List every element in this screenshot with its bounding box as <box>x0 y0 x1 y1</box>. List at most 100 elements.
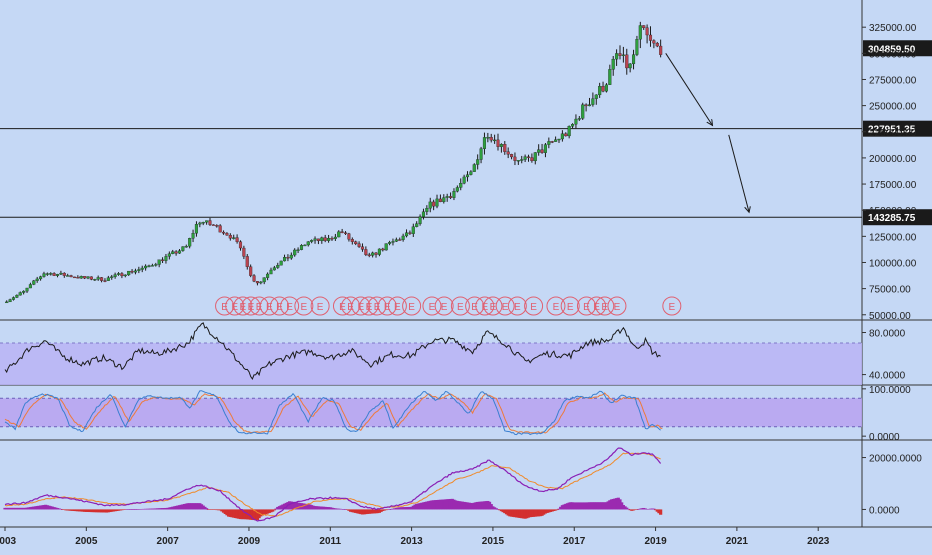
candle-body <box>86 276 90 279</box>
macd-histogram-bar <box>28 507 33 510</box>
macd-histogram-bar <box>547 509 551 513</box>
macd-histogram-bar <box>242 509 246 520</box>
macd-histogram-bar <box>169 507 173 510</box>
candle-body <box>28 284 32 289</box>
macd-histogram-bar <box>83 509 87 512</box>
macd-histogram-bar <box>504 509 509 515</box>
macd-histogram-bar <box>144 508 148 510</box>
horizontal-levels: 227951.35 143285.75 304859.50 <box>0 40 932 226</box>
macd-histogram-bar <box>55 508 60 510</box>
macd-histogram-bar <box>203 506 207 510</box>
candle-body <box>55 274 60 276</box>
macd-histogram-bar <box>298 502 302 510</box>
macd-histogram-bar <box>572 502 576 510</box>
macd-histogram-bar <box>354 509 358 513</box>
macd-histogram-bar <box>11 507 16 510</box>
candle-body <box>157 259 161 265</box>
candle-body <box>116 273 121 275</box>
macd-histogram-bar <box>172 506 177 510</box>
macd-histogram-bar <box>645 509 649 510</box>
candle-body <box>648 34 653 41</box>
price-tick-label: 300000.00 <box>869 49 917 60</box>
macd-histogram-bar <box>123 509 127 510</box>
candle-body <box>249 266 253 276</box>
macd-histogram-bar <box>464 502 468 510</box>
candle-body <box>398 239 402 241</box>
macd-histogram-bar <box>591 502 595 510</box>
macd-histogram-bar <box>606 501 610 510</box>
time-tick-label: 2003 <box>0 536 17 547</box>
macd-histogram-bar <box>345 509 349 510</box>
macd-histogram-bar <box>61 509 65 510</box>
macd-histogram-bar <box>313 506 317 510</box>
macd-histogram-bar <box>260 509 265 516</box>
macd-histogram-bar <box>259 509 263 517</box>
macd-histogram-bar <box>542 509 546 515</box>
candle-body <box>455 187 459 192</box>
macd-histogram-bar <box>255 509 260 520</box>
macd-histogram-bar <box>350 509 354 513</box>
earnings-label: E <box>429 302 436 313</box>
macd-histogram-bar <box>616 497 620 510</box>
candle-body <box>15 294 19 298</box>
macd-histogram-bar <box>118 509 122 511</box>
macd-histogram-bar <box>159 508 163 510</box>
macd-histogram-bar <box>137 509 141 510</box>
candle-body <box>49 273 53 275</box>
macd-histogram-bar <box>499 509 503 512</box>
candle-body <box>18 292 22 296</box>
candle-body <box>72 276 77 279</box>
candle-body <box>543 144 547 153</box>
macd-histogram-bar <box>379 509 383 512</box>
macd-histogram-bar <box>374 509 378 514</box>
macd-histogram-bar <box>243 509 248 520</box>
candle-body <box>137 269 141 271</box>
macd-histogram-bar <box>325 506 329 510</box>
candle-body <box>520 159 524 161</box>
price-tick-label: 75000.00 <box>869 285 911 296</box>
macd-histogram-bar <box>316 506 321 510</box>
macd-histogram-bar <box>359 509 363 515</box>
candle-body <box>428 201 432 209</box>
candle-body <box>62 272 66 276</box>
earnings-label: E <box>457 302 464 313</box>
macd-histogram-bar <box>257 509 261 519</box>
candle-body <box>276 265 280 268</box>
candle-body <box>489 137 493 141</box>
candle-body <box>550 141 554 143</box>
macd-histogram-bar <box>154 508 158 510</box>
candle-body <box>364 249 368 255</box>
candle-body <box>445 196 449 198</box>
macd-histogram-bar <box>342 509 346 510</box>
candle-body <box>554 139 558 142</box>
macd-histogram-bar <box>240 509 244 520</box>
macd-histogram-bar <box>398 507 402 510</box>
candle-body <box>567 126 571 137</box>
macd-histogram-bar <box>215 509 219 511</box>
macd-histogram-bar <box>149 508 153 510</box>
macd-histogram-bar <box>289 501 293 510</box>
candle-body <box>557 138 561 141</box>
macd-histogram-bar <box>84 509 88 512</box>
candle-body <box>401 235 405 240</box>
macd-histogram-bar <box>382 509 387 511</box>
macd-histogram-bar <box>116 509 121 511</box>
macd-histogram-bar <box>450 498 454 510</box>
macd-histogram-bar <box>657 509 661 514</box>
time-tick-label: 2015 <box>482 536 505 547</box>
macd-histogram-bar <box>38 505 43 510</box>
macd-histogram-bar <box>232 509 236 518</box>
macd-histogram-bar <box>321 506 326 510</box>
candle-body <box>631 54 636 65</box>
macd-histogram-bar <box>32 506 36 510</box>
candle-body <box>25 287 29 292</box>
macd-histogram-bar <box>184 503 188 510</box>
candle-body <box>171 251 175 254</box>
macd-histogram-bar <box>659 509 663 515</box>
macd-histogram-bar <box>438 499 443 510</box>
earnings-marker <box>280 296 300 316</box>
macd-histogram-bar <box>484 501 488 510</box>
macd-histogram-bar <box>498 509 502 511</box>
earnings-marker <box>607 296 627 316</box>
candle-body <box>618 53 622 56</box>
